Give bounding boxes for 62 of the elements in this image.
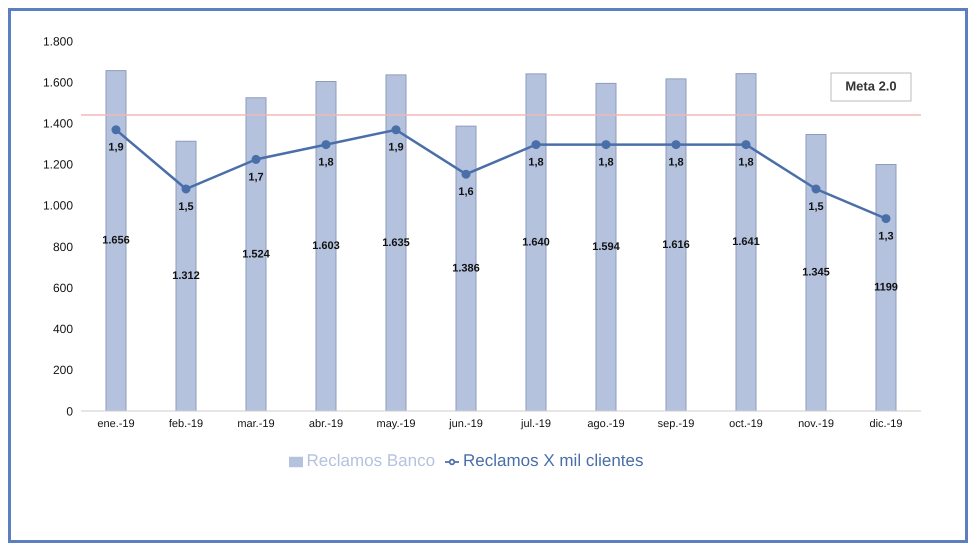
point xyxy=(112,125,120,134)
x-tick-label: sep.-19 xyxy=(658,418,694,430)
x-tick-label: nov.-19 xyxy=(798,418,834,430)
data-label: 1199 xyxy=(874,282,898,294)
x-tick-label: abr.-19 xyxy=(308,418,344,430)
bar xyxy=(876,164,896,411)
x-tick-label: feb.-19 xyxy=(168,418,204,430)
data-label: 1.345 xyxy=(802,266,830,279)
y-tick-label: 1.000 xyxy=(42,198,74,213)
y-tick-label: 600 xyxy=(52,280,74,295)
data-label: 1.386 xyxy=(452,262,480,274)
data-label: 1.312 xyxy=(172,270,200,282)
data-label: 1,8 xyxy=(598,156,614,169)
data-label: 1,5 xyxy=(808,200,824,213)
data-label: 1.635 xyxy=(382,236,410,249)
data-label: 1.594 xyxy=(592,241,621,254)
point xyxy=(392,125,400,134)
x-tick-label: jul.-19 xyxy=(520,418,551,430)
x-tick-label: mar.-19 xyxy=(237,418,275,430)
y-tick-label: 1.800 xyxy=(42,34,74,48)
data-label: 1,5 xyxy=(178,200,194,213)
point xyxy=(252,154,260,164)
point xyxy=(742,140,750,150)
data-label: 1.524 xyxy=(242,248,271,260)
data-label: 1,3 xyxy=(878,230,894,243)
data-label: 1.603 xyxy=(312,240,340,252)
y-tick-label: 1.400 xyxy=(42,116,74,130)
data-label: 1,6 xyxy=(458,186,474,198)
data-label: 1,8 xyxy=(738,156,754,169)
point xyxy=(812,184,820,194)
data-label: 1.641 xyxy=(732,236,760,248)
point xyxy=(602,140,610,150)
x-tick-label: ene.-19 xyxy=(97,418,135,430)
y-tick-label: 0 xyxy=(66,404,74,418)
data-label: 1,7 xyxy=(248,171,264,184)
y-tick-label: 1.600 xyxy=(42,75,74,90)
y-tick-label: 200 xyxy=(52,363,74,378)
data-label: 1,8 xyxy=(318,156,334,169)
x-tick-label: dic.-19 xyxy=(869,418,903,430)
legend-label: Reclamos Banco xyxy=(306,451,436,470)
y-tick-label: 800 xyxy=(52,240,74,254)
point xyxy=(532,140,540,150)
point xyxy=(882,214,890,224)
point xyxy=(322,140,330,150)
data-label: 1.656 xyxy=(102,234,130,247)
data-label: 1,8 xyxy=(528,156,544,169)
point xyxy=(462,170,470,179)
legend-label: Reclamos X mil clientes xyxy=(463,451,644,470)
x-tick-label: oct.-19 xyxy=(729,418,763,430)
data-label: 1.616 xyxy=(662,238,690,251)
y-tick-label: 400 xyxy=(52,322,74,336)
x-tick-label: jun.-19 xyxy=(448,418,483,430)
data-label: 1,9 xyxy=(108,142,124,154)
data-label: 1,9 xyxy=(388,142,404,154)
ref-line-label: Meta 2.0 xyxy=(845,78,897,94)
point xyxy=(672,140,680,150)
x-tick-label: ago.-19 xyxy=(587,418,625,430)
point xyxy=(182,184,190,194)
x-tick-label: may.-19 xyxy=(376,418,416,430)
y-tick-label: 1.200 xyxy=(42,158,74,172)
data-label: 1,8 xyxy=(668,156,684,169)
data-label: 1.640 xyxy=(522,236,550,248)
